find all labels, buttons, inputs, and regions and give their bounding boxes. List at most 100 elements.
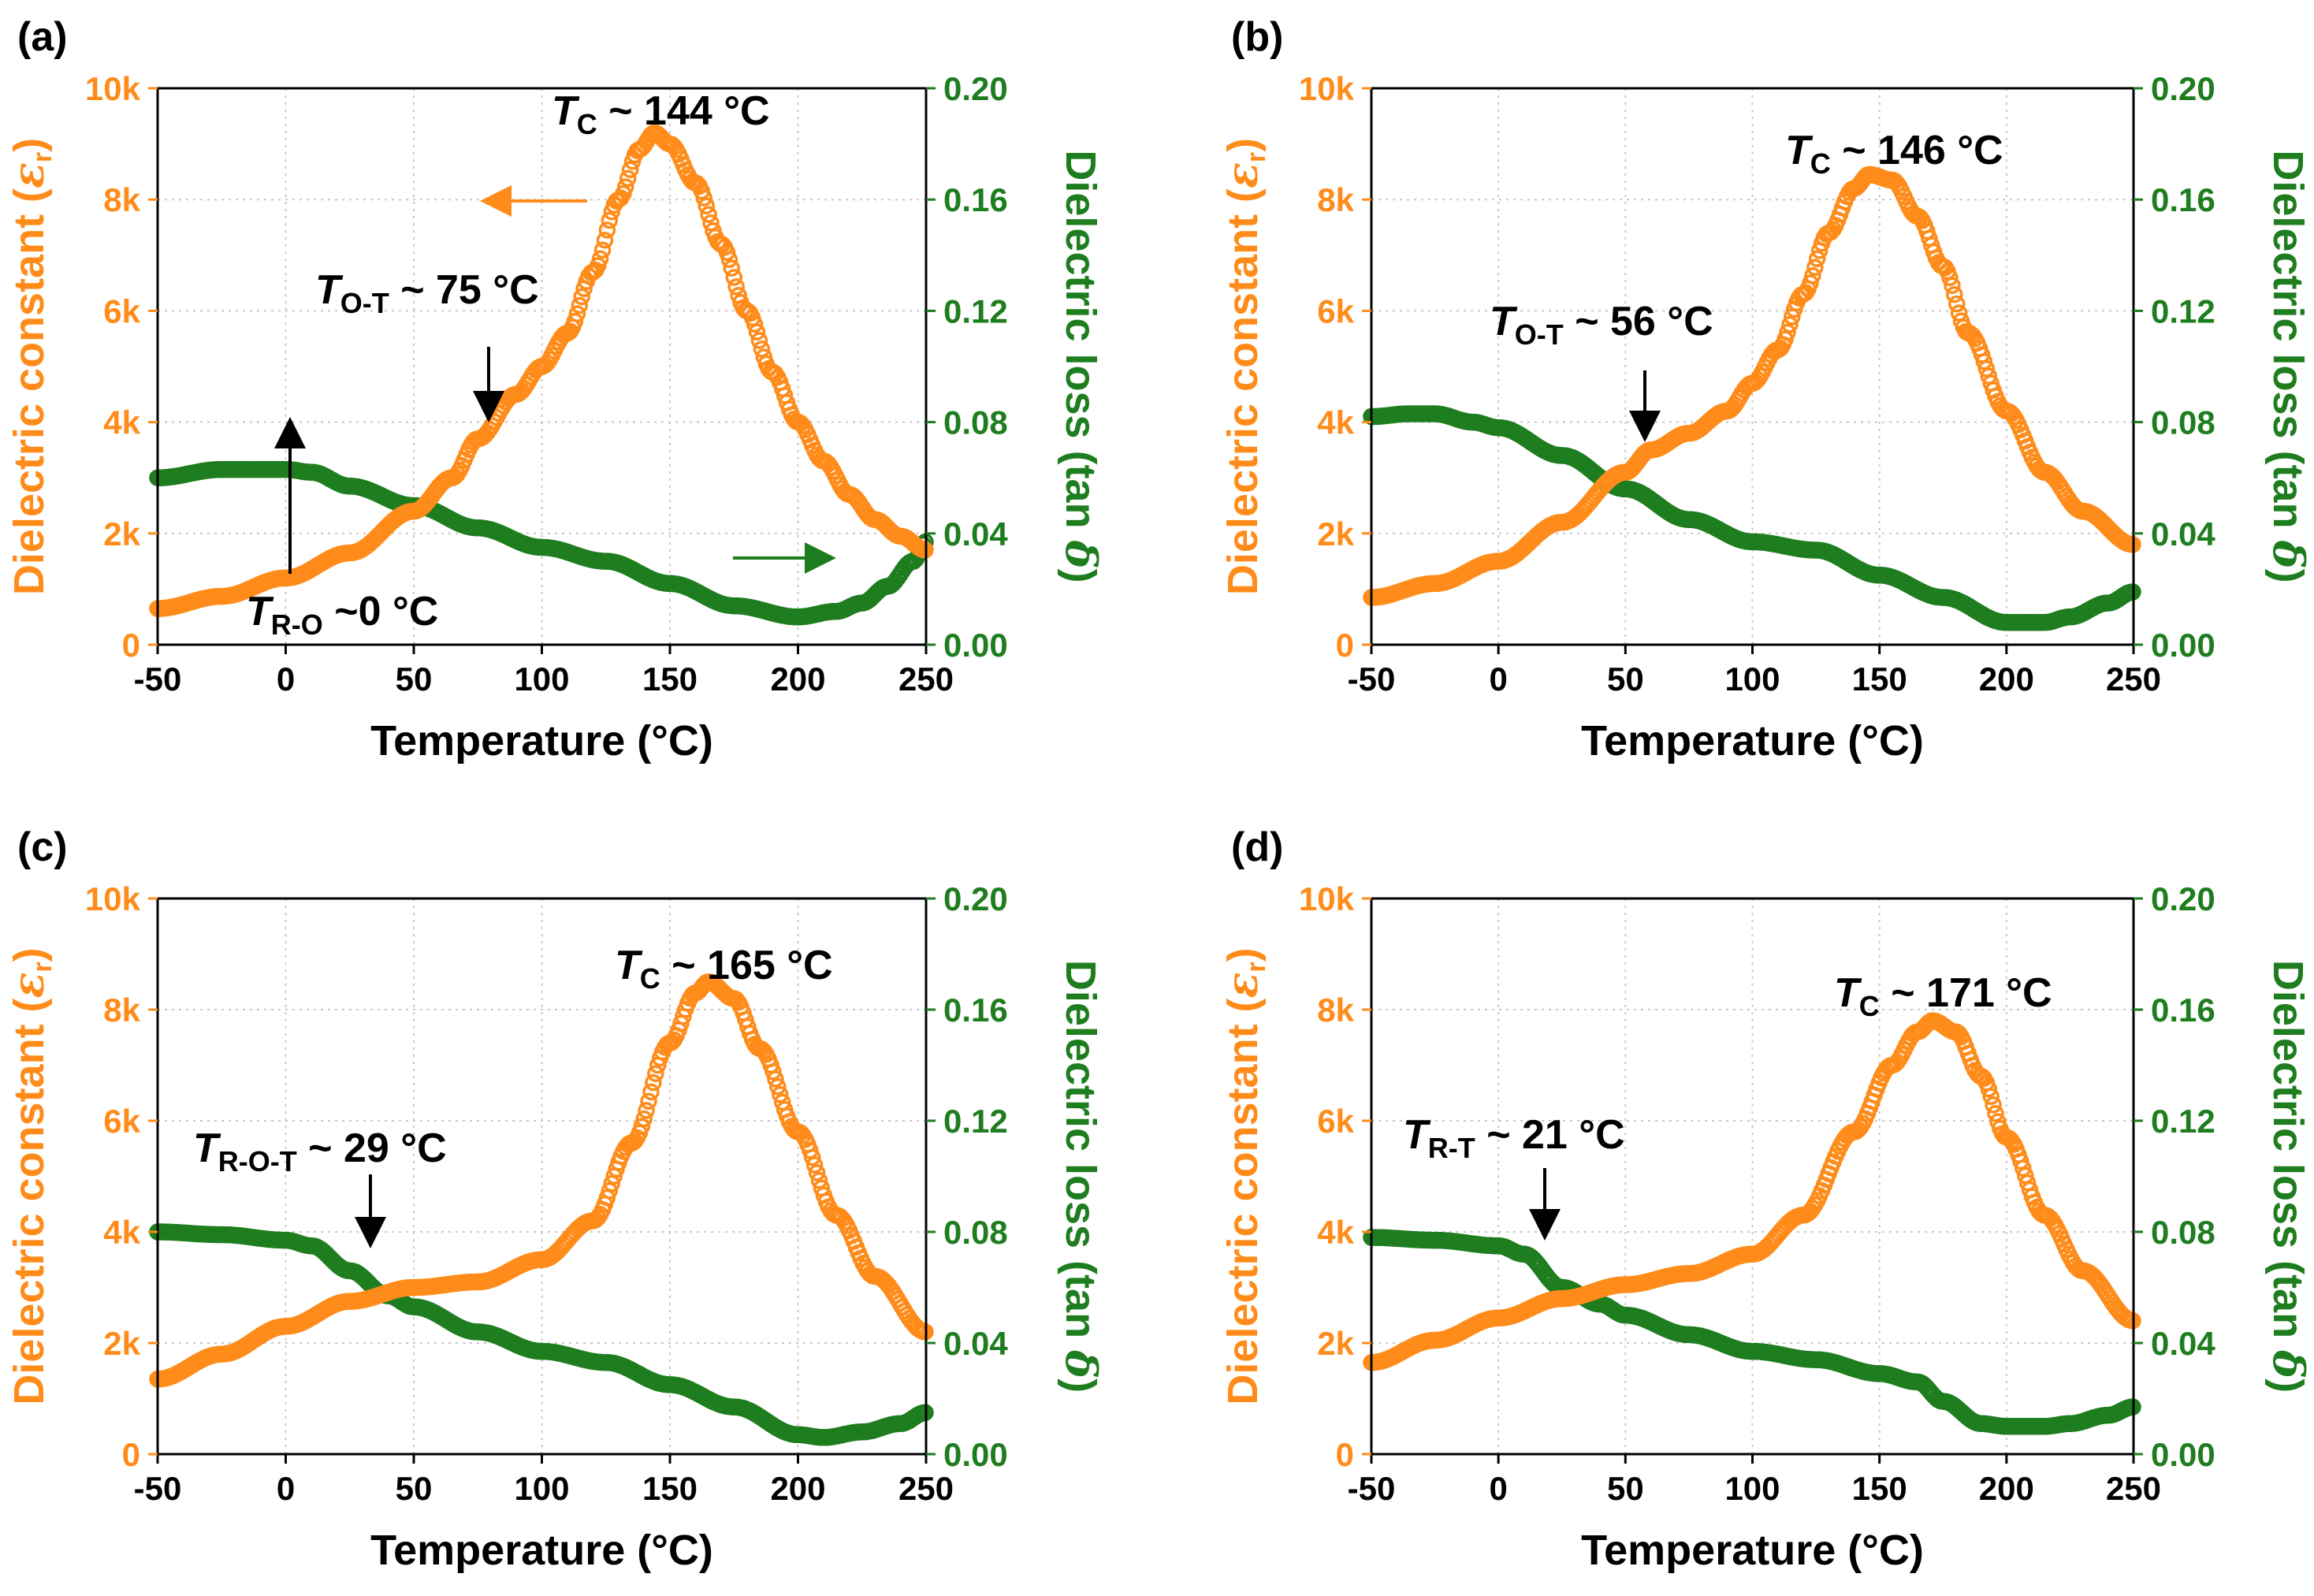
y-right-tick-label: 0.16 [2151,181,2215,218]
series-dielectric-constant [1363,1012,2141,1371]
eps-point [647,1065,664,1082]
y-right-tick-label: 0.12 [943,292,1008,329]
eps-point [810,1172,828,1189]
y-left-tick-label: 8k [103,991,140,1029]
y-left-title-close: ) [6,947,53,962]
panel-label: (b) [1231,14,1283,60]
eps-point [633,1118,651,1135]
eps-point [1946,285,1963,303]
y-left-tick-label: 6k [1317,1103,1354,1140]
y-left-tick-label: 0 [122,1436,140,1473]
y-right-tick-label: 0.08 [2151,404,2215,441]
x-tick-label: -50 [1348,660,1396,698]
eps-point [638,1102,655,1119]
y-right-title-text: Dielectric loss (tan [1057,150,1104,540]
annotation-subscript: R-O-T [218,1145,297,1177]
x-tick-label: 150 [1852,1470,1907,1507]
x-tick-label: 100 [514,660,569,698]
eps-point [603,1174,620,1192]
x-tick-label: 0 [277,660,295,698]
y-left-title-sub: r [1241,152,1271,162]
eps-point [720,251,738,269]
annotation-value: ~ 75 °C [389,267,539,313]
y-left-tick-label: 8k [1317,181,1354,218]
y-left-tick-label: 4k [1317,1214,1354,1251]
eps-point [1804,267,1821,285]
y-right-title-symbol: δ [1056,540,1107,569]
eps-point [1950,304,1968,322]
annotation-symbol: T [193,1125,221,1171]
y-left-title-text: Dielectric constant ( [6,188,53,595]
annotation-subscript: O-T [1515,318,1564,351]
y-right-tick-label: 0.12 [2151,1103,2215,1140]
y-left-tick-label: 0 [1336,1436,1354,1473]
eps-point [753,340,771,358]
eps-point [2016,1166,2034,1185]
y-right-title-text: Dielectric loss (tan [2264,150,2312,540]
y-left-tick-label: 2k [103,1325,140,1362]
annotation-subscript: C [640,962,660,995]
annotation-o-t: TO-T ~ 75 °C [315,267,539,319]
annotation-value: ~ 146 °C [1831,128,2003,173]
y-right-tick-label: 0.12 [2151,292,2215,329]
y-left-axis-title: Dielectric constant (εr) [1217,947,1271,1404]
chart-panel-c: -50 0 50 100 150 200 25002k4k6k8k10k0.000.040.… [3,824,1107,1574]
y-right-title-symbol: δ [1056,1349,1107,1378]
x-tick-label: 0 [277,1470,295,1507]
annotation-value: ~ 56 °C [1564,299,1713,344]
y-left-title-close: ) [1219,138,1267,152]
y-right-tick-label: 0.08 [2151,1214,2215,1251]
eps-point [803,1148,821,1166]
eps-point [1980,1080,1998,1098]
x-tick-label: 150 [642,660,698,698]
chart-panel-d: -50 0 50 100 150 200 25002k4k6k8k10k0.000.040.… [1217,824,2314,1574]
y-right-tick-label: 0.16 [2151,991,2215,1029]
series-dielectric-constant [149,124,934,617]
y-right-title-text: Dielectric loss (tan [2264,960,2312,1350]
eps-point [727,278,745,296]
eps-point [596,232,614,249]
x-tick-label: 250 [2106,1470,2161,1507]
eps-point [571,296,589,314]
x-axis-title: Temperature (°C) [370,1527,713,1574]
eps-point [1941,269,1959,287]
eps-point [1987,1105,2004,1122]
eps-point [725,269,743,286]
annotation-subscript: O-T [340,287,389,319]
eps-point [566,312,584,330]
y-left-title-sub: r [28,152,58,162]
gridlines [1371,898,2134,1455]
eps-point [1806,259,1824,277]
y-left-title-symbol: ε [3,162,54,188]
eps-point [723,259,741,277]
x-axis-title: Temperature (°C) [1581,717,1924,765]
annotation-r-o: TR-O ~0 °C [246,589,438,641]
y-left-tick-label: 2k [103,515,140,552]
eps-point [718,244,736,262]
y-right-axis-title: Dielectric loss (tan δ) [2264,150,2314,582]
y-left-tick-label: 4k [103,404,140,441]
eps-point [593,241,612,259]
eps-point [748,323,766,340]
x-tick-label: -50 [134,660,182,698]
eps-point [1977,360,1996,378]
y-right-tick-label: 0.04 [2151,515,2215,552]
eps-point [1781,316,1799,333]
eps-point [645,1073,662,1092]
eps-point [750,332,768,349]
y-right-tick-label: 0.20 [943,880,1008,917]
y-right-tick-label: 0.08 [943,1214,1008,1251]
y-left-title-close: ) [6,138,53,152]
y-right-title-symbol: δ [2264,1349,2314,1378]
y-left-tick-label: 4k [103,1214,140,1251]
eps-point [1975,353,1993,370]
annotation-value: ~ 171 °C [1880,970,2052,1016]
annotation-subscript: R-T [1428,1132,1475,1164]
y-left-tick-label: 6k [103,1103,140,1140]
eps-point [1948,295,1966,313]
annotation-symbol: T [552,88,580,134]
y-left-tick-label: 0 [1336,627,1354,664]
y-left-title-sub: r [1241,962,1271,972]
y-right-axis-title: Dielectric loss (tan δ) [1056,150,1107,582]
